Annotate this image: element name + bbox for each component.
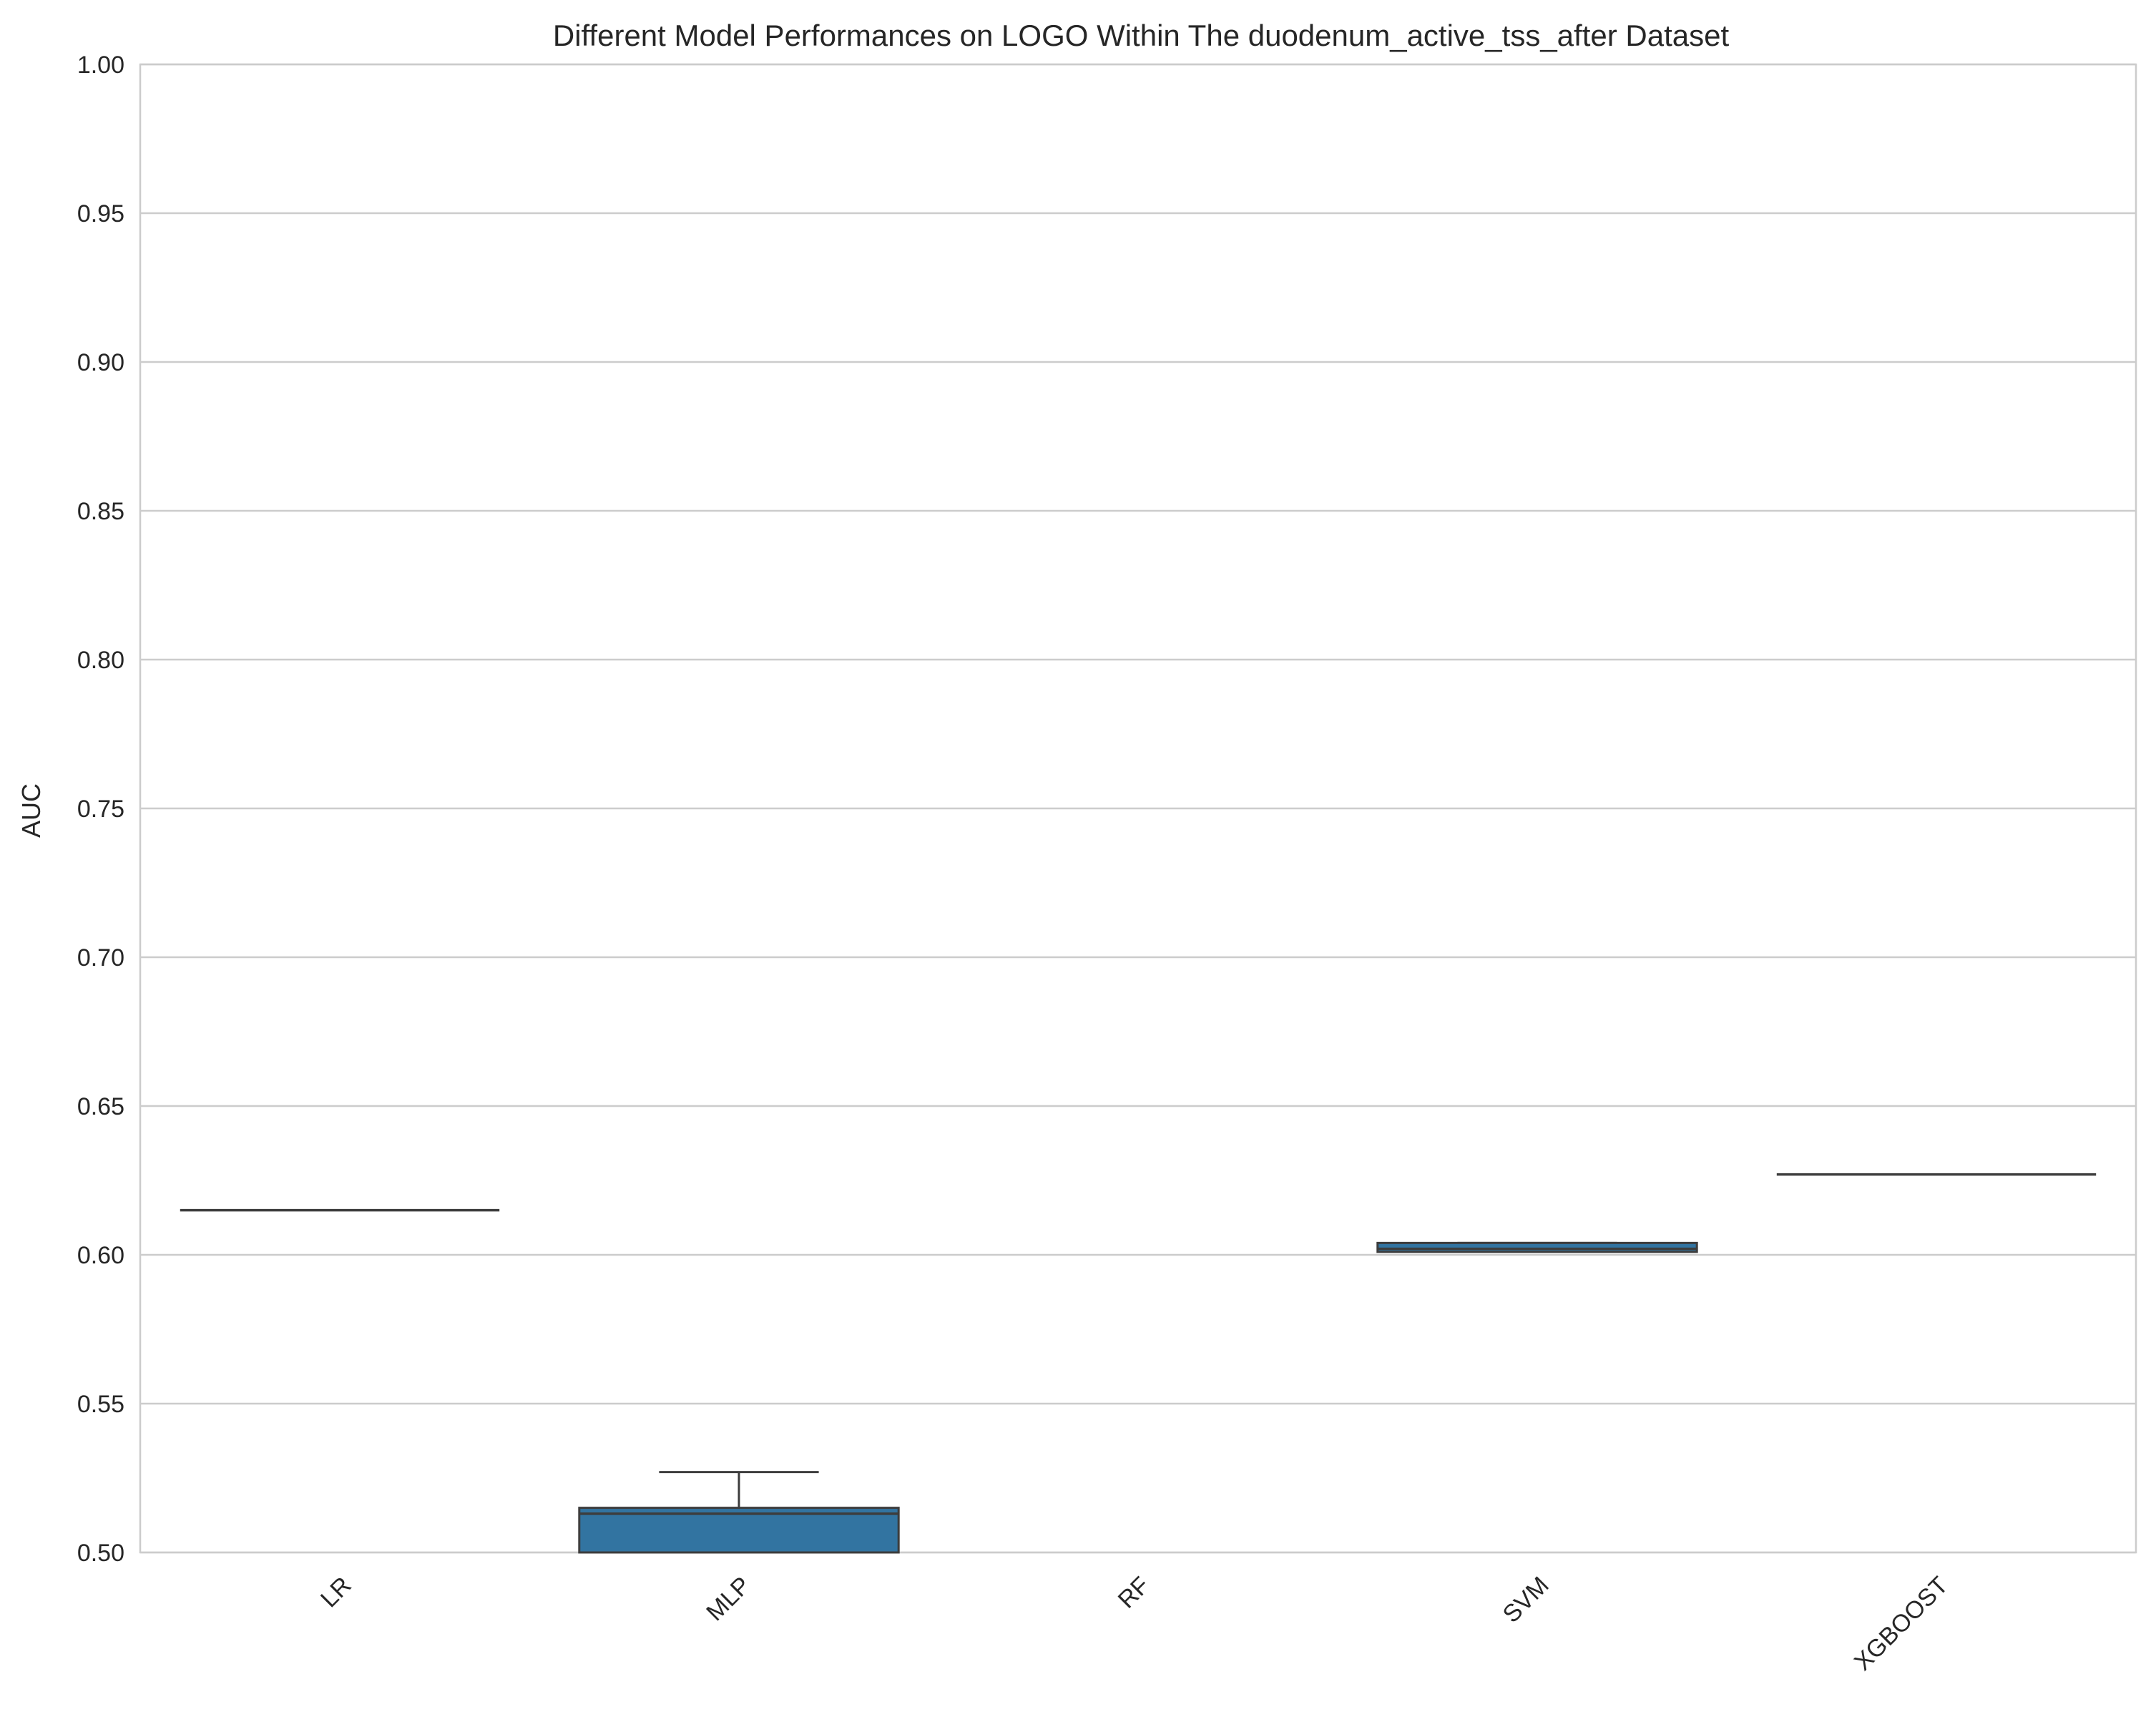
y-tick-label: 0.70 bbox=[77, 944, 124, 972]
chart-title: Different Model Performances on LOGO Wit… bbox=[553, 19, 1730, 52]
y-tick-label: 0.65 bbox=[77, 1093, 124, 1120]
box-layer bbox=[180, 1173, 2097, 1554]
y-tick-labels: 0.50 0.55 0.60 0.65 0.70 0.75 0.80 0.85 0.90 0.95… bbox=[77, 52, 124, 1567]
y-tick-label: 0.75 bbox=[77, 796, 124, 823]
plot-frame bbox=[139, 63, 2137, 1554]
x-tick-label: XGBOOST bbox=[1849, 1572, 1954, 1676]
box-body bbox=[578, 1507, 900, 1554]
box-body bbox=[1376, 1241, 1698, 1253]
y-tick-label: 0.60 bbox=[77, 1242, 124, 1269]
box-svm bbox=[1376, 1241, 1698, 1253]
x-tick-label: MLP bbox=[701, 1572, 755, 1626]
x-tick-label: LR bbox=[315, 1572, 357, 1613]
y-tick-label: 1.00 bbox=[77, 52, 124, 79]
box-mlp bbox=[578, 1471, 900, 1554]
y-tick-label: 0.95 bbox=[77, 200, 124, 228]
x-tick-label: SVM bbox=[1498, 1572, 1554, 1628]
spine-layer bbox=[139, 63, 2137, 1554]
y-tick-label: 0.50 bbox=[77, 1540, 124, 1567]
y-tick-label: 0.85 bbox=[77, 498, 124, 525]
grid-layer bbox=[140, 63, 2136, 1554]
y-axis-label: AUC bbox=[16, 783, 46, 838]
y-tick-label: 0.90 bbox=[77, 349, 124, 376]
x-tick-labels: LR MLP RF SVM XGBOOST bbox=[315, 1572, 1954, 1676]
x-tick-label: RF bbox=[1113, 1572, 1155, 1614]
y-tick-label: 0.80 bbox=[77, 647, 124, 674]
y-tick-label: 0.55 bbox=[77, 1391, 124, 1418]
